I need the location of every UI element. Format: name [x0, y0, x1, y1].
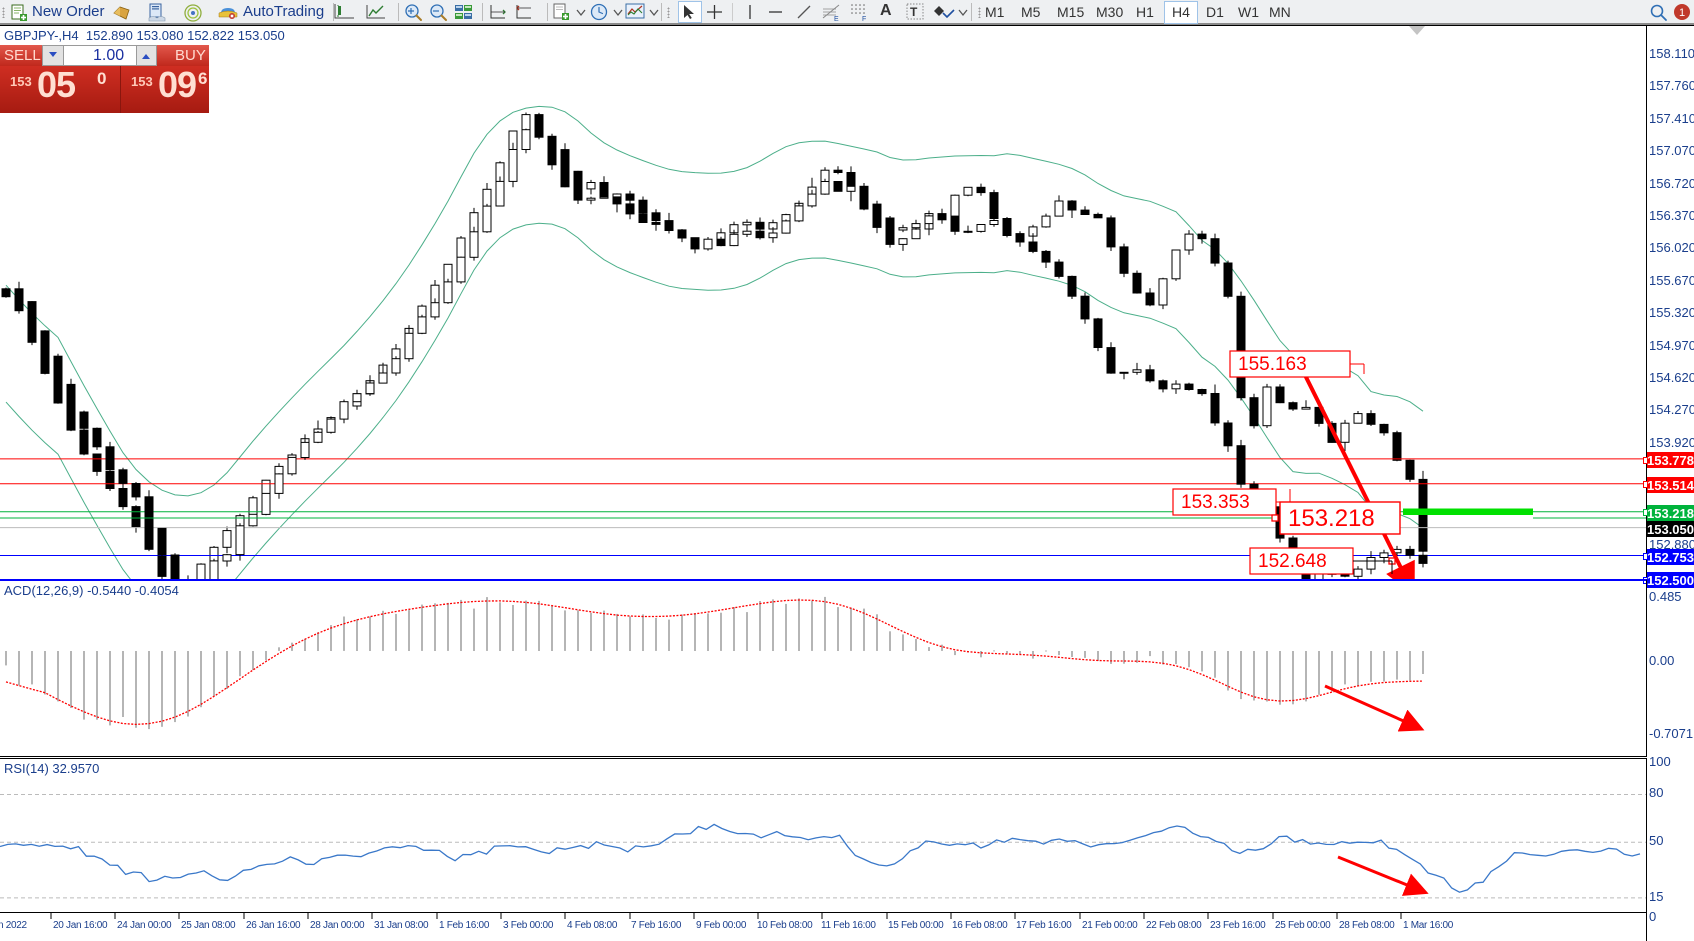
- svg-text:T: T: [910, 5, 918, 19]
- svg-text:155.163: 155.163: [1238, 354, 1307, 375]
- svg-text:F: F: [862, 16, 866, 22]
- svg-text:1: 1: [1679, 7, 1685, 19]
- svg-text:E: E: [834, 16, 839, 22]
- svg-text:153.353: 153.353: [1181, 492, 1250, 513]
- svg-text:153.218: 153.218: [1288, 505, 1375, 532]
- svg-text:152.648: 152.648: [1258, 551, 1327, 572]
